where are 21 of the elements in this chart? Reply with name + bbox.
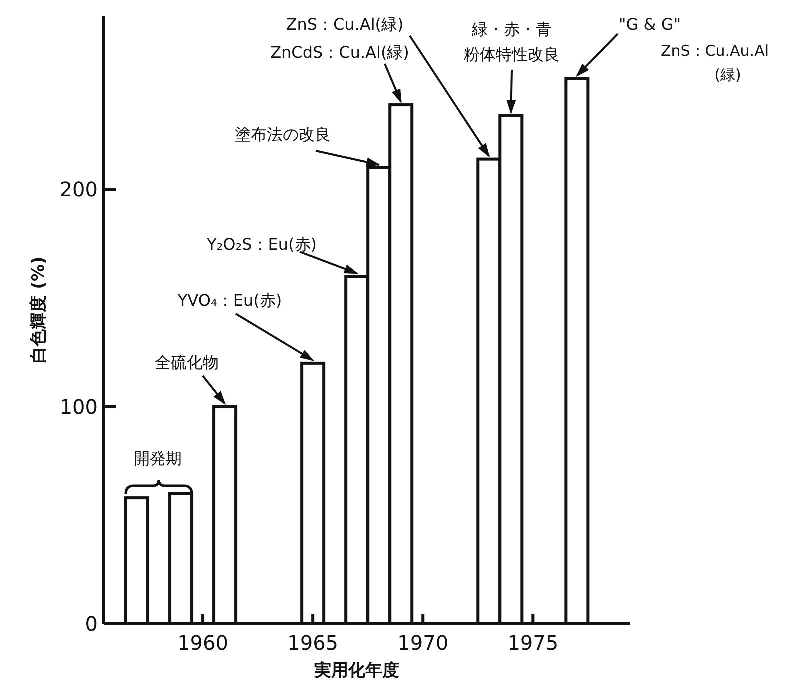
annotation: Y₂O₂S：Eu(赤) — [206, 235, 318, 254]
x-tick-label: 1970 — [398, 631, 449, 655]
y-axis-title: 白色輝度 (%) — [29, 256, 49, 364]
annotation: 塗布法の改良 — [235, 125, 331, 144]
x-tick-label: 1965 — [288, 631, 339, 655]
annotation: 粉体特性改良 — [464, 45, 560, 64]
x-tick-label: 1960 — [178, 631, 228, 655]
annotation: ZnS：Cu.Al(緑) — [286, 15, 404, 34]
annotation: "G & G" — [618, 15, 682, 34]
annotation: YVO₄：Eu(赤) — [178, 291, 282, 310]
x-tick-label: 1975 — [508, 631, 559, 655]
annotation: 開発期 — [134, 449, 182, 468]
y-tick-label: 100 — [60, 394, 98, 419]
annotation: ZnCdS：Cu.Al(緑) — [270, 43, 410, 62]
annotation: 緑・赤・青 — [472, 20, 552, 39]
annotation: (緑) — [714, 66, 742, 84]
annotation: 全硫化物 — [155, 353, 219, 372]
annotation: ZnS：Cu.Au.Al — [660, 42, 770, 60]
y-tick-label: 0 — [85, 612, 98, 636]
x-axis-title: 実用化年度 — [314, 661, 400, 681]
y-tick-label: 200 — [60, 178, 98, 202]
